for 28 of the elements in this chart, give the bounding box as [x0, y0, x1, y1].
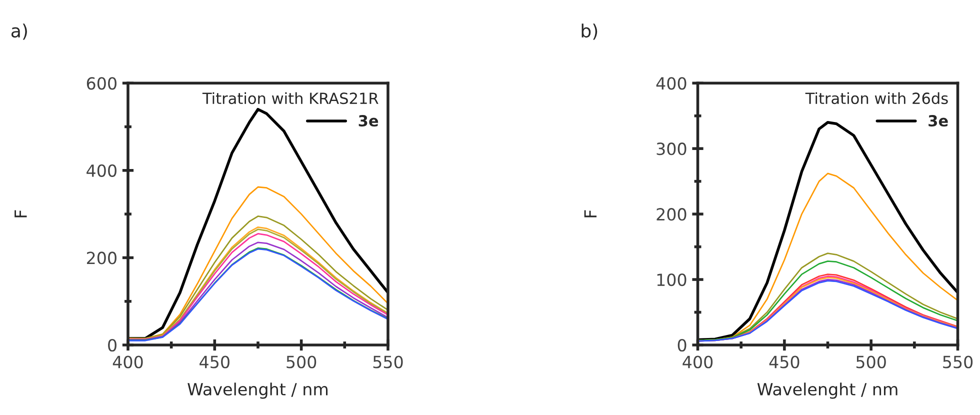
x-tick-label: 550: [943, 356, 973, 368]
x-tick-label: 400: [112, 356, 143, 368]
y-tick-label: 100: [657, 273, 686, 286]
legend-title: Titration with 26ds: [805, 92, 948, 104]
x-tick-label: 450: [769, 356, 800, 368]
y-tick-label: 600: [86, 77, 116, 90]
x-tick-label: 550: [373, 356, 403, 368]
y-tick-label: 400: [86, 164, 116, 177]
line-series: [128, 108, 388, 340]
y-axis-title: F: [584, 210, 597, 218]
x-axis-title: Wavelenght / nm: [757, 382, 898, 399]
legend-label: 3e: [928, 114, 948, 127]
y-tick-label: 200: [86, 252, 116, 264]
x-tick-label: 450: [200, 356, 230, 368]
text: b): [582, 24, 598, 40]
x-tick-label: 400: [682, 356, 713, 368]
y-tick-label: 0: [108, 338, 116, 352]
text: a): [11, 24, 27, 40]
y-axis-title: F: [14, 210, 27, 218]
x-axis-title: Wavelenght / nm: [188, 382, 328, 399]
y-tick-label: 400: [656, 77, 686, 90]
x-tick-label: 500: [286, 356, 316, 368]
x-tick-label: 500: [856, 356, 886, 368]
legend-label: 3e: [358, 114, 378, 127]
legend-title: Titration with KRAS21R: [202, 92, 378, 104]
y-tick-label: 300: [656, 142, 686, 156]
y-tick-label: 200: [656, 208, 686, 221]
y-tick-label: 0: [678, 338, 686, 352]
